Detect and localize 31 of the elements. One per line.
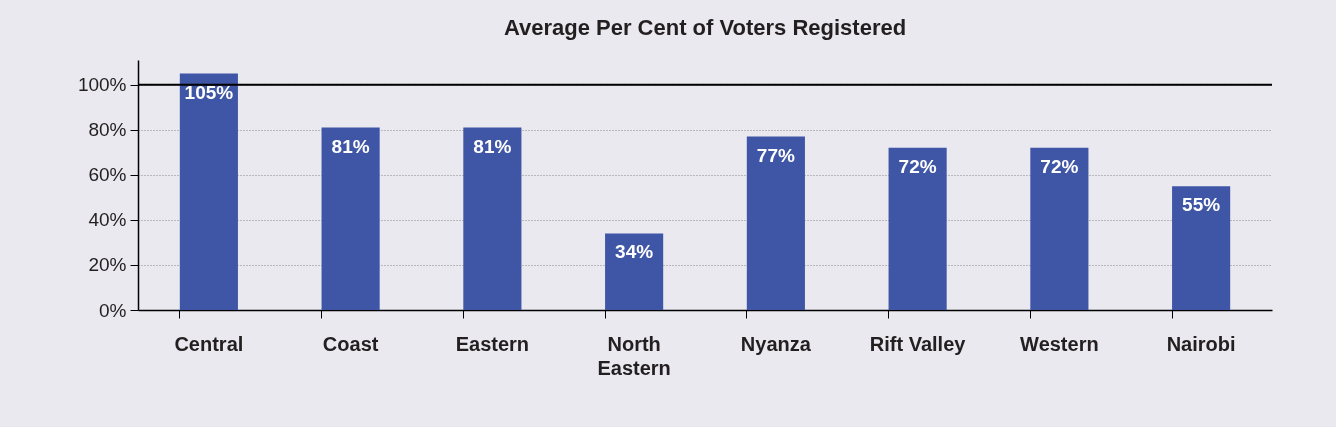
x-tick-label: Nairobi xyxy=(1166,332,1236,355)
bar xyxy=(1172,186,1231,310)
y-tick-label: 80% xyxy=(88,119,127,141)
data-label: 34% xyxy=(615,241,654,263)
data-label: 81% xyxy=(473,135,512,157)
x-tick-label: Western xyxy=(1020,332,1099,355)
bar xyxy=(605,233,664,310)
x-tick-label: Nyanza xyxy=(740,332,812,355)
bar xyxy=(888,147,947,310)
x-tick-label: Central xyxy=(174,332,244,355)
bar xyxy=(463,127,522,310)
y-tick-label: 0% xyxy=(99,299,127,321)
data-label: 72% xyxy=(898,155,937,177)
x-tick-label: Rift Valley xyxy=(869,332,967,355)
bar xyxy=(321,127,380,310)
chart-title: Average Per Cent of Voters Registered xyxy=(503,15,907,40)
x-tick-label: North Eastern xyxy=(597,332,671,379)
x-tick-label: Eastern xyxy=(455,332,530,355)
data-label: 105% xyxy=(184,81,234,103)
data-label: 77% xyxy=(756,144,795,166)
y-tick-label: 40% xyxy=(88,209,127,231)
y-tick-label: 60% xyxy=(88,164,127,186)
bar xyxy=(179,73,238,310)
data-label: 55% xyxy=(1182,194,1221,216)
data-label: 81% xyxy=(331,135,370,157)
y-tick-label: 100% xyxy=(77,74,127,96)
y-tick-label: 20% xyxy=(88,254,127,276)
x-tick-label: Coast xyxy=(322,332,379,355)
data-label: 72% xyxy=(1040,155,1079,177)
bar xyxy=(746,136,805,310)
bar xyxy=(1030,147,1089,310)
